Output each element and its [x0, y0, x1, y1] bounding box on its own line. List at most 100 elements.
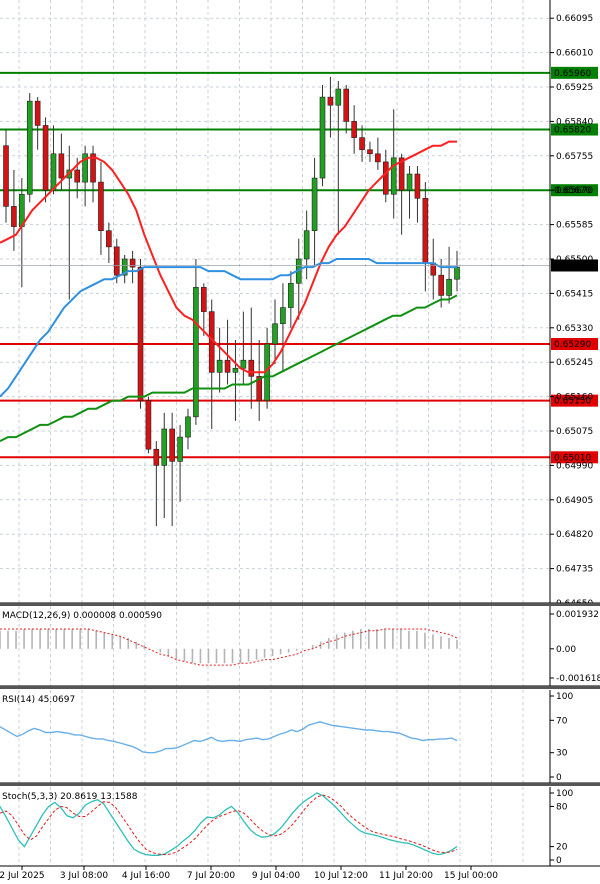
- bear-candle: [106, 230, 112, 248]
- price-tick-label: 0.65415: [556, 289, 593, 299]
- bear-candle: [398, 157, 405, 191]
- bear-candle: [351, 121, 357, 138]
- bear-candle: [256, 376, 262, 401]
- level-label: 0.65960: [554, 69, 591, 79]
- bull-candle: [185, 416, 191, 438]
- bear-candle: [359, 137, 365, 151]
- stoch-tick-label: 20: [556, 843, 568, 853]
- bear-candle: [42, 125, 49, 191]
- price-panel[interactable]: 0.65960 0.65820 0.65670 0.65290 0.65150 0.650…: [0, 66, 598, 527]
- macd-panel[interactable]: MACD(12,26,9) 0.000008 0.000590: [0, 611, 458, 666]
- bear-candle: [34, 100, 41, 126]
- stoch-tick-label: 80: [556, 802, 568, 812]
- moving-average-line: [0, 294, 458, 442]
- rsi-label: RSI(14) 45.0697: [2, 695, 75, 705]
- bull-candle: [232, 367, 239, 373]
- price-tick-label: 0.65330: [556, 324, 593, 334]
- bear-candle: [11, 206, 17, 227]
- price-tick-label: 0.64990: [556, 461, 593, 471]
- rsi-tick-label: 0: [556, 773, 562, 783]
- macd-signal-line: [0, 628, 458, 666]
- price-tick-label: 0.65245: [556, 358, 593, 368]
- bear-candle: [414, 173, 421, 199]
- bear-candle: [58, 153, 65, 179]
- x-tick-label: 15 Jul 00:00: [444, 871, 498, 881]
- stoch-k-line: [0, 792, 458, 856]
- bear-candle: [137, 266, 144, 401]
- rsi-tick-label: 100: [556, 692, 573, 702]
- panel-separator: [0, 783, 600, 786]
- moving-average-line: [0, 258, 457, 398]
- price-tick-label: 0.65075: [556, 427, 593, 437]
- macd-tick-label: 0.00: [556, 645, 576, 655]
- stoch-label: Stoch(5,3,3) 20.8619 13.1588: [2, 792, 138, 802]
- x-tick-label: 4 Jul 16:00: [122, 871, 171, 881]
- level-tag: [551, 394, 598, 407]
- rsi-tick-label: 30: [556, 749, 568, 759]
- price-tick-label: 0.65500: [556, 255, 593, 265]
- price-tick-label: 0.66010: [556, 49, 593, 59]
- bull-candle: [446, 278, 452, 296]
- bear-candle: [248, 359, 255, 377]
- price-tick-label: 0.65585: [556, 221, 593, 231]
- bear-candle: [74, 169, 81, 183]
- x-tick-label: 7 Jul 20:00: [187, 871, 236, 881]
- bear-candle: [327, 96, 334, 106]
- price-tick-label: 0.65160: [556, 393, 593, 403]
- macd-tick-label: 0.001932: [556, 610, 599, 620]
- bull-candle: [272, 323, 278, 345]
- stoch-panel[interactable]: Stoch(5,3,3) 20.8619 13.1588: [0, 792, 458, 856]
- current-price-label: 0.65484: [554, 261, 591, 271]
- bear-candle: [201, 287, 207, 312]
- bear-candle: [90, 153, 96, 183]
- macd-tick-label: -0.001618: [556, 674, 600, 684]
- level-label: 0.65820: [554, 126, 591, 136]
- level-tag: [551, 66, 598, 79]
- bull-candle: [454, 266, 460, 280]
- bear-candle: [375, 153, 381, 163]
- x-tick-label: 3 Jul 08:00: [60, 871, 109, 881]
- panel-separator: [0, 603, 600, 606]
- x-tick-label: 10 Jul 12:00: [314, 871, 368, 881]
- price-tick-label: 0.64735: [556, 565, 593, 575]
- bear-candle: [129, 258, 136, 268]
- price-tick-label: 0.65670: [556, 186, 593, 196]
- rsi-panel[interactable]: RSI(14) 45.0697: [0, 695, 458, 754]
- rsi-line: [0, 721, 458, 754]
- price-tick-label: 0.65840: [556, 117, 593, 127]
- bull-candle: [319, 96, 326, 179]
- panel-separator: [0, 686, 600, 689]
- x-tick-label: 2 Jul 2025: [0, 871, 45, 881]
- bear-candle: [169, 428, 175, 462]
- bear-candle: [3, 145, 9, 207]
- bull-candle: [193, 287, 199, 418]
- bull-candle: [50, 153, 57, 191]
- bull-candle: [82, 153, 88, 183]
- x-tick-label: 11 Jul 20:00: [379, 871, 433, 881]
- level-tag: [551, 123, 598, 136]
- bear-candle: [224, 359, 231, 373]
- bull-candle: [240, 359, 247, 369]
- bear-candle: [113, 246, 120, 276]
- level-tag: [551, 337, 598, 350]
- bear-candle: [98, 181, 104, 231]
- bear-candle: [367, 149, 373, 155]
- price-tick-label: 0.65925: [556, 83, 593, 93]
- price-tick-label: 0.64820: [556, 530, 593, 540]
- bull-candle: [216, 359, 223, 373]
- bear-candle: [145, 400, 152, 450]
- bull-candle: [390, 157, 397, 195]
- bull-candle: [406, 173, 413, 191]
- bull-candle: [161, 428, 168, 466]
- bear-candle: [153, 448, 160, 466]
- rsi-tick-label: 70: [556, 716, 568, 726]
- stoch-tick-label: 100: [556, 789, 573, 799]
- bear-candle: [422, 198, 429, 264]
- level-tag: [551, 451, 598, 464]
- bear-candle: [343, 88, 350, 122]
- macd-label: MACD(12,26,9) 0.000008 0.000590: [2, 611, 162, 621]
